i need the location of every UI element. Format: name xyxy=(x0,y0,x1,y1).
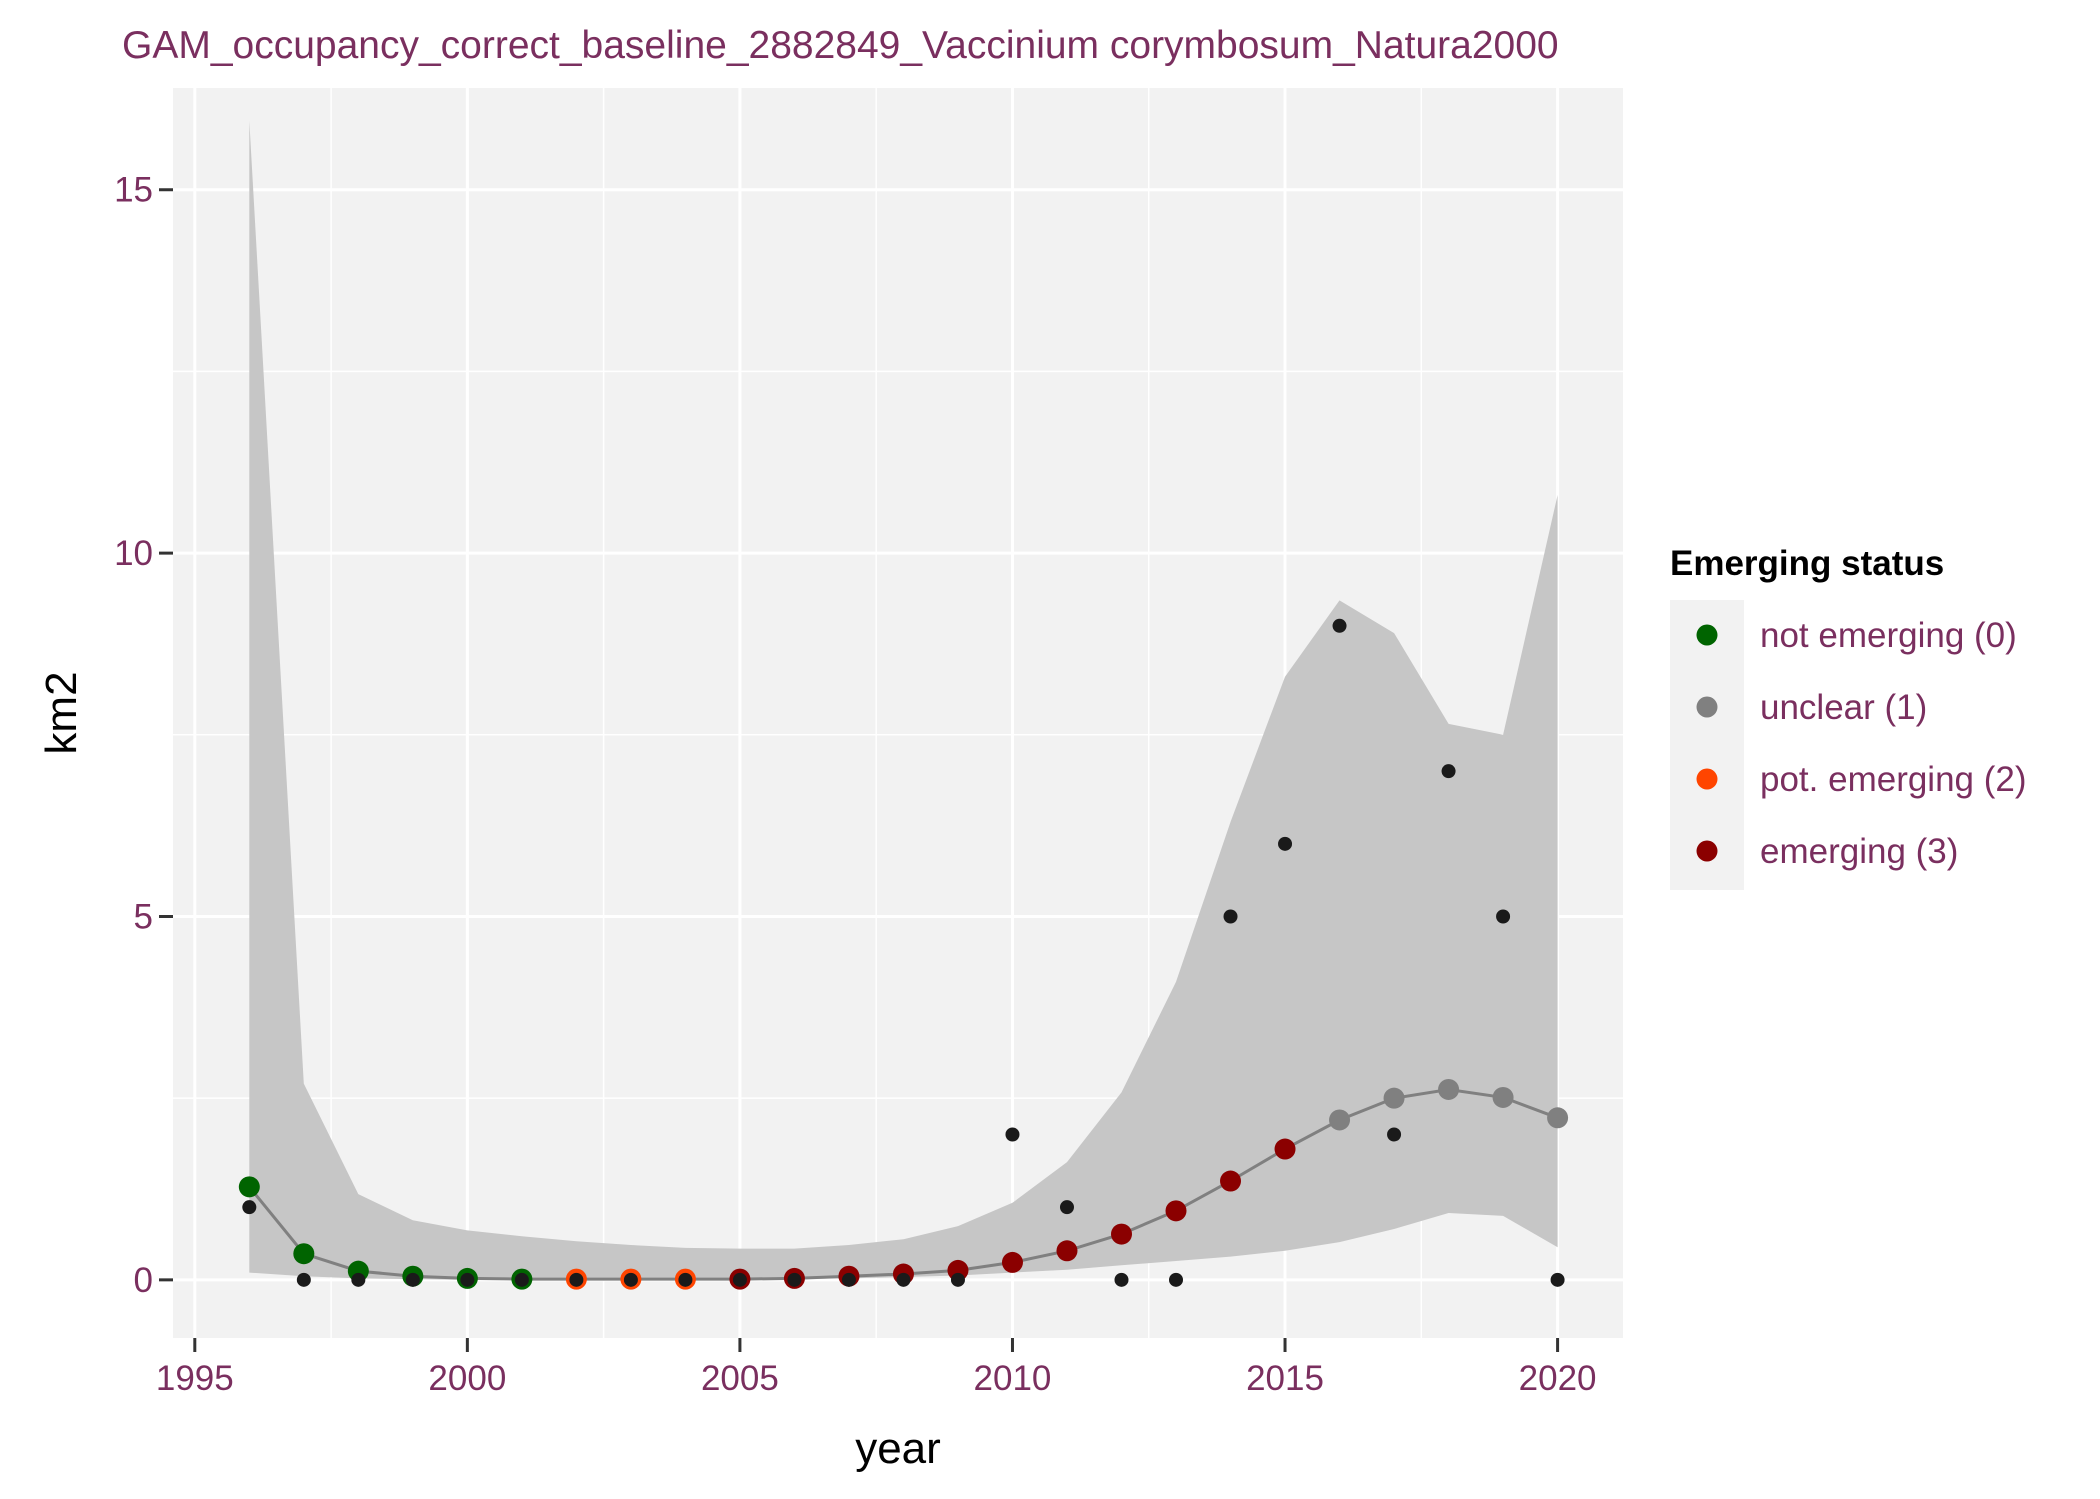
fitted-point xyxy=(1274,1138,1296,1160)
legend-label: not emerging (0) xyxy=(1760,616,2017,655)
observed-point xyxy=(1550,1272,1565,1287)
fitted-point xyxy=(1492,1086,1514,1108)
fitted-point xyxy=(1165,1200,1187,1222)
x-tick-label: 2010 xyxy=(974,1359,1052,1398)
fitted-point xyxy=(1329,1109,1351,1131)
legend-key xyxy=(1696,840,1718,862)
fitted-point xyxy=(1383,1087,1405,1109)
observed-point xyxy=(896,1272,911,1287)
observed-point xyxy=(1278,836,1293,851)
observed-point xyxy=(950,1272,965,1287)
legend-entries: not emerging (0) unclear (1) pot. emerging… xyxy=(1696,616,2027,871)
observed-point xyxy=(405,1272,420,1287)
fitted-point xyxy=(1438,1078,1460,1100)
x-axis: 1995 2000 2005 2010 2015 2020 xyxy=(156,1338,1597,1398)
y-tick-label: 0 xyxy=(134,1261,153,1300)
observed-point xyxy=(460,1272,475,1287)
legend-title: Emerging status xyxy=(1670,544,1944,583)
fitted-point xyxy=(293,1243,315,1265)
observed-point xyxy=(569,1272,584,1287)
observed-point xyxy=(514,1272,529,1287)
observed-point xyxy=(242,1200,257,1215)
observed-point xyxy=(1441,764,1456,779)
observed-point xyxy=(1223,909,1238,924)
fitted-point xyxy=(1220,1170,1242,1192)
observed-point xyxy=(351,1272,366,1287)
observed-point xyxy=(1169,1272,1184,1287)
chart-title: GAM_occupancy_correct_baseline_2882849_V… xyxy=(122,24,1559,67)
fitted-point xyxy=(238,1176,260,1198)
observed-point xyxy=(1005,1127,1020,1142)
legend-label: emerging (3) xyxy=(1760,832,1958,871)
x-tick-label: 2020 xyxy=(1519,1359,1597,1398)
legend: Emerging status not emerging (0) unclear … xyxy=(1670,544,2027,890)
y-axis: 0 5 10 15 xyxy=(114,171,173,1300)
fitted-point xyxy=(1110,1223,1132,1245)
y-tick-label: 15 xyxy=(114,171,153,210)
legend-key xyxy=(1696,768,1718,790)
observed-point xyxy=(787,1272,802,1287)
observed-point xyxy=(841,1272,856,1287)
observed-point xyxy=(1059,1200,1074,1215)
x-tick-label: 2000 xyxy=(428,1359,506,1398)
y-tick-label: 10 xyxy=(114,534,153,573)
observed-point xyxy=(678,1272,693,1287)
fitted-point xyxy=(1056,1240,1078,1262)
observed-point xyxy=(623,1272,638,1287)
legend-label: pot. emerging (2) xyxy=(1760,760,2027,799)
x-tick-label: 1995 xyxy=(156,1359,234,1398)
y-tick-label: 5 xyxy=(134,897,153,936)
observed-point xyxy=(1496,909,1511,924)
observed-point xyxy=(1114,1272,1129,1287)
observed-point xyxy=(1387,1127,1402,1142)
x-axis-title: year xyxy=(855,1424,941,1473)
legend-key xyxy=(1696,624,1718,646)
confidence-ribbon xyxy=(249,120,1558,1280)
x-tick-label: 2005 xyxy=(701,1359,779,1398)
observed-points xyxy=(242,618,1565,1287)
fitted-point xyxy=(1547,1107,1569,1129)
fitted-point xyxy=(1001,1251,1023,1273)
observed-point xyxy=(732,1272,747,1287)
x-tick-label: 2015 xyxy=(1246,1359,1324,1398)
legend-label: unclear (1) xyxy=(1760,688,1927,727)
observed-point xyxy=(296,1272,311,1287)
y-axis-title: km2 xyxy=(37,671,86,754)
legend-key xyxy=(1696,696,1718,718)
observed-point xyxy=(1332,618,1347,633)
